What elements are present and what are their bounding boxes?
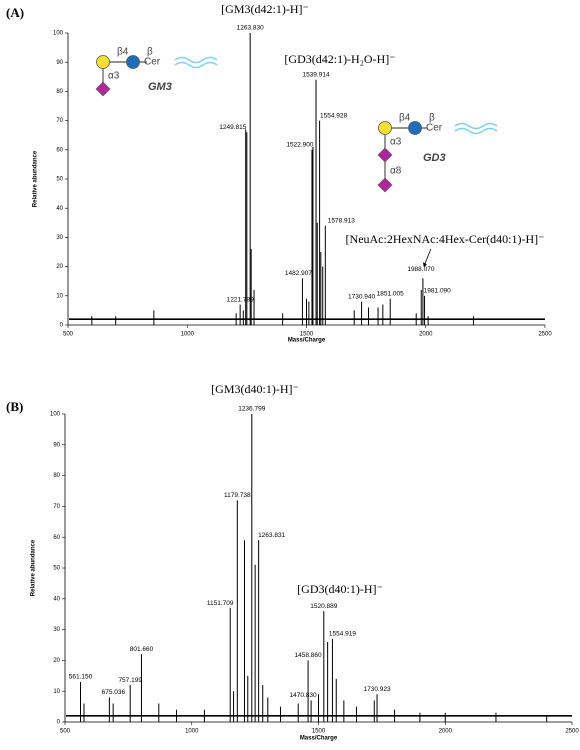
y-axis-label: Relative abundance xyxy=(31,539,37,596)
annotation: [GM3(d42:1)-H]⁻ xyxy=(221,2,309,16)
panel-label: (A) xyxy=(6,5,24,20)
peak-label: 1179.738 xyxy=(224,492,251,499)
y-tick-label: 90 xyxy=(53,442,60,448)
sialic-acid xyxy=(377,177,393,193)
y-tick-label: 0 xyxy=(57,720,61,726)
sialic-acid xyxy=(377,147,393,163)
y-tick-label: 80 xyxy=(53,473,60,479)
linkage-label: α3 xyxy=(390,137,402,148)
peak-label: 1851.005 xyxy=(377,290,404,297)
y-tick-label: 90 xyxy=(56,60,63,66)
peak-label: 1151.709 xyxy=(207,600,234,607)
peak-label: 1730.923 xyxy=(363,686,390,693)
x-axis-label: Mass/Charge xyxy=(288,338,326,344)
y-tick-label: 50 xyxy=(53,566,60,572)
y-tick-label: 20 xyxy=(56,264,63,270)
linkage-label: α8 xyxy=(390,166,402,177)
panel-label: (B) xyxy=(6,399,23,414)
peak-label: 1578.913 xyxy=(328,217,355,224)
glucose xyxy=(126,55,140,69)
peak-label: 1249.815 xyxy=(219,124,246,131)
peak-label: 757.199 xyxy=(118,677,142,684)
x-tick-label: 500 xyxy=(63,332,74,338)
y-tick-label: 100 xyxy=(53,31,64,37)
y-tick-label: 80 xyxy=(56,89,63,95)
galactose xyxy=(378,121,392,135)
x-tick-label: 2000 xyxy=(419,332,433,338)
y-tick-label: 40 xyxy=(53,596,60,602)
peak-label: 1470.830 xyxy=(290,692,317,699)
y-axis-label: Relative abundance xyxy=(33,150,39,207)
y-tick-label: 60 xyxy=(56,147,63,153)
peak-label: 801.660 xyxy=(130,646,154,653)
aglycone-label: Cer xyxy=(144,57,161,68)
y-tick-label: 0 xyxy=(60,323,64,329)
x-axis-label: Mass/Charge xyxy=(300,736,338,742)
glycan-name: GM3 xyxy=(148,81,172,93)
peak-label: 1520.889 xyxy=(310,603,337,610)
y-tick-label: 60 xyxy=(53,535,60,541)
x-tick-label: 1500 xyxy=(300,332,314,338)
arrow-head xyxy=(422,262,427,268)
peak-label: 1221.789 xyxy=(227,296,254,303)
y-tick-label: 10 xyxy=(56,293,63,299)
peak-label: 1988.070 xyxy=(407,266,434,273)
x-tick-label: 2500 xyxy=(538,332,552,338)
peak-label: 1482.907 xyxy=(285,270,312,277)
x-tick-label: 1500 xyxy=(312,729,326,735)
linkage-label: β xyxy=(147,47,153,58)
annotation: [GD3(d42:1)-H₂O-H]⁻ xyxy=(284,52,395,66)
glycan-name: GD3 xyxy=(423,152,446,164)
y-tick-label: 30 xyxy=(56,235,63,241)
x-tick-label: 2000 xyxy=(439,729,453,735)
sialic-acid xyxy=(95,81,111,97)
peak-label: 675.036 xyxy=(102,689,126,696)
linkage-label: β4 xyxy=(117,47,129,58)
peak-label: 1981.090 xyxy=(424,288,451,295)
y-tick-label: 40 xyxy=(56,206,63,212)
y-tick-label: 70 xyxy=(53,504,60,510)
linkage-label: β4 xyxy=(399,113,411,124)
linkage-label: α3 xyxy=(108,71,120,82)
peak-label: 1522.900 xyxy=(286,142,313,149)
annotation: [NeuAc:2HexNAc:4Hex-Cer(d40:1)-H]⁻ xyxy=(346,232,545,246)
y-tick-label: 100 xyxy=(50,412,61,418)
x-tick-label: 500 xyxy=(60,729,71,735)
x-tick-label: 2500 xyxy=(565,729,579,735)
annotation: [GM3(d40:1)-H]⁻ xyxy=(211,382,299,396)
ceramide-tail xyxy=(454,122,498,135)
y-tick-label: 70 xyxy=(56,118,63,124)
peak-label: 1263.831 xyxy=(258,532,285,539)
peak-label: 561.150 xyxy=(69,674,93,681)
annotation: [GD3(d40:1)-H]⁻ xyxy=(297,582,383,596)
peak-label: 1554.919 xyxy=(329,631,356,638)
linkage-label: β xyxy=(429,113,435,124)
x-tick-label: 1000 xyxy=(185,729,199,735)
y-tick-label: 50 xyxy=(56,177,63,183)
y-tick-label: 10 xyxy=(53,689,60,695)
x-tick-label: 1000 xyxy=(181,332,195,338)
glucose xyxy=(408,121,422,135)
peak-label: 1263.830 xyxy=(237,25,264,32)
ceramide-tail xyxy=(174,56,218,69)
peak-label: 1730.940 xyxy=(348,293,375,300)
galactose xyxy=(96,55,110,69)
y-tick-label: 20 xyxy=(53,658,60,664)
peak-label: 1539.914 xyxy=(302,71,329,78)
peak-label: 1554.928 xyxy=(320,112,347,119)
y-tick-label: 30 xyxy=(53,627,60,633)
peak-label: 1458.860 xyxy=(295,652,322,659)
aglycone-label: Cer xyxy=(426,123,443,134)
peak-label: 1236.799 xyxy=(238,406,265,413)
